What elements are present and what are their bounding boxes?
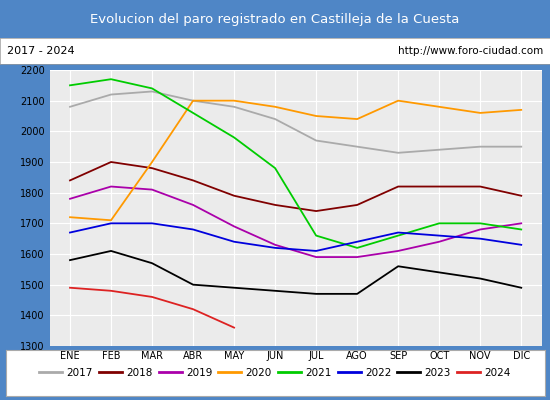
Legend: 2017, 2018, 2019, 2020, 2021, 2022, 2023, 2024: 2017, 2018, 2019, 2020, 2021, 2022, 2023…: [35, 364, 515, 382]
Text: Evolucion del paro registrado en Castilleja de la Cuesta: Evolucion del paro registrado en Castill…: [90, 12, 460, 26]
Text: 2017 - 2024: 2017 - 2024: [7, 46, 74, 56]
Text: http://www.foro-ciudad.com: http://www.foro-ciudad.com: [398, 46, 543, 56]
